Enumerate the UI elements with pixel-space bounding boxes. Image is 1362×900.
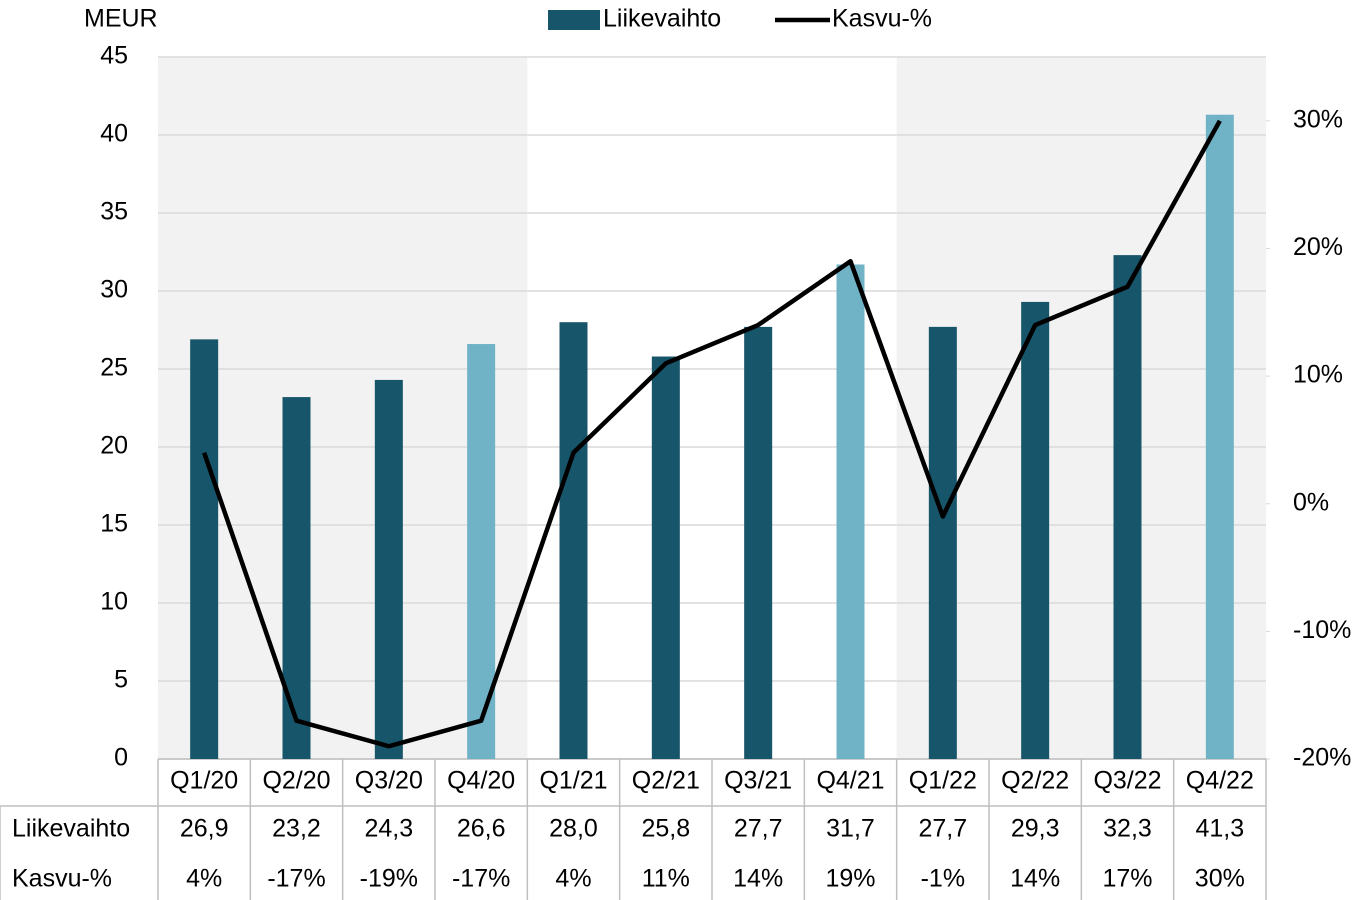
- table-cell: 19%: [825, 865, 875, 893]
- x-tick-label: Q3/21: [724, 767, 792, 795]
- y2-tick-label: -20%: [1293, 744, 1351, 772]
- table-row-label: Liikevaihto: [12, 815, 130, 843]
- table-cell: 32,3: [1103, 815, 1152, 843]
- y2-tick-label: 20%: [1293, 233, 1343, 261]
- table-cell: 27,7: [918, 815, 967, 843]
- table-cell: 4%: [186, 865, 222, 893]
- y2-tick-label: 0%: [1293, 488, 1329, 516]
- table-cell: 26,6: [457, 815, 506, 843]
- y2-tick-label: -10%: [1293, 616, 1351, 644]
- x-tick-label: Q2/22: [1001, 767, 1069, 795]
- y-tick-label: 15: [100, 510, 128, 538]
- x-tick-label: Q3/20: [355, 767, 423, 795]
- bar: [928, 326, 957, 759]
- x-tick-label: Q2/21: [632, 767, 700, 795]
- x-tick-label: Q2/20: [262, 767, 330, 795]
- legend-swatch: [548, 10, 600, 30]
- table-cell: 27,7: [734, 815, 783, 843]
- bar: [1021, 301, 1050, 759]
- table-cell: 26,9: [180, 815, 229, 843]
- year-shade: [158, 57, 528, 759]
- table-cell: 28,0: [549, 815, 598, 843]
- table-cell: 17%: [1102, 865, 1152, 893]
- x-tick-label: Q1/20: [170, 767, 238, 795]
- bar: [1113, 255, 1142, 759]
- line: [202, 119, 1222, 749]
- y-tick-label: 20: [100, 432, 128, 460]
- table-cell: 31,7: [826, 815, 875, 843]
- bar: [1205, 114, 1234, 760]
- bar: [374, 379, 403, 759]
- y-tick-label: 10: [100, 588, 128, 616]
- table-cell: 23,2: [272, 815, 321, 843]
- bar: [282, 397, 311, 759]
- bar: [744, 326, 773, 759]
- table-cell: 29,3: [1011, 815, 1060, 843]
- table-cell: 24,3: [364, 815, 413, 843]
- y-tick-label: 30: [100, 276, 128, 304]
- y2-tick-label: 10%: [1293, 361, 1343, 389]
- x-tick-label: Q4/22: [1186, 767, 1254, 795]
- x-tick-label: Q1/22: [909, 767, 977, 795]
- table-cell: 4%: [555, 865, 591, 893]
- legend-label: Liikevaihto: [603, 5, 721, 33]
- table-cell: 11%: [642, 865, 690, 893]
- table-cell: 30%: [1195, 865, 1245, 893]
- year-shade: [896, 57, 1266, 759]
- x-tick-label: Q4/21: [816, 767, 884, 795]
- y-tick-label: 0: [114, 744, 128, 772]
- bar: [651, 356, 680, 759]
- x-tick-label: Q3/22: [1093, 767, 1161, 795]
- table-cell: 14%: [1010, 865, 1060, 893]
- table-cell: -17%: [267, 865, 325, 893]
- bar: [559, 322, 588, 759]
- x-tick-label: Q4/20: [447, 767, 515, 795]
- y-tick-label: 35: [100, 198, 128, 226]
- table-cell: -1%: [921, 865, 965, 893]
- table-cell: -19%: [360, 865, 418, 893]
- bar: [836, 264, 865, 759]
- table-cell: 25,8: [641, 815, 690, 843]
- bar: [190, 339, 219, 759]
- x-tick-label: Q1/21: [539, 767, 607, 795]
- y-tick-label: 5: [114, 666, 128, 694]
- y-tick-label: 40: [100, 120, 128, 148]
- y-axis-label: MEUR: [84, 5, 158, 33]
- table-row-label: Kasvu-%: [12, 865, 112, 893]
- table-cell: -17%: [452, 865, 510, 893]
- legend-label: Kasvu-%: [832, 5, 932, 33]
- y-tick-label: 25: [100, 354, 128, 382]
- table-cell: 14%: [733, 865, 783, 893]
- y-tick-label: 45: [100, 42, 128, 70]
- y2-tick-label: 30%: [1293, 105, 1343, 133]
- table-cell: 41,3: [1195, 815, 1244, 843]
